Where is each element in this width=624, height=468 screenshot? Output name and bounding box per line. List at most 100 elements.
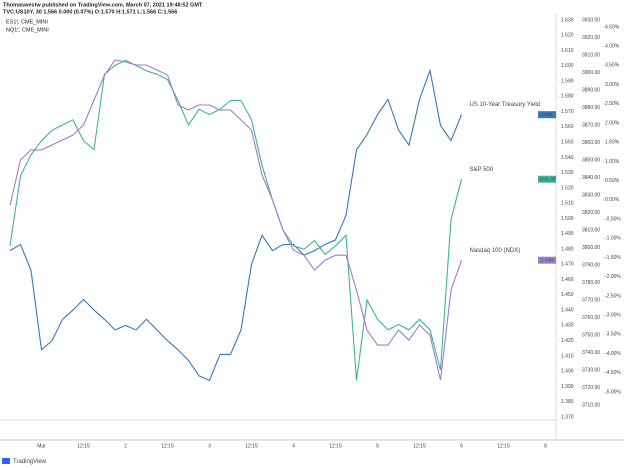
y-tick-label: 1.590 — [561, 78, 574, 84]
y-tick-label: 1.490 — [561, 231, 574, 237]
y-tick-label: 3880.00 — [582, 105, 600, 111]
y-tick-label: -4.00% — [605, 351, 621, 357]
last-value-box — [538, 175, 556, 183]
y-tick-label: 3860.00 — [582, 140, 600, 146]
y-tick-label: 1.00% — [605, 159, 620, 165]
x-tick-label: Mar — [37, 443, 46, 449]
y-tick-label: 1.500 — [561, 216, 574, 222]
y-tick-label: 1.580 — [561, 94, 574, 100]
x-tick-label: 4 — [292, 443, 295, 449]
y-tick-label: -4.50% — [605, 370, 621, 376]
y-tick-label: 1.420 — [561, 338, 574, 344]
x-tick-label: 12:15 — [497, 443, 510, 449]
y-tick-label: 1.570 — [561, 109, 574, 115]
series-line — [9, 59, 463, 381]
y-tick-label: 3810.00 — [582, 227, 600, 233]
y-tick-label: 3.50% — [605, 63, 620, 69]
y-tick-label: 0.00% — [605, 197, 620, 203]
y-tick-label: 1.510 — [561, 201, 574, 207]
x-tick-label: 12:15 — [77, 443, 90, 449]
y-tick-label: 1.480 — [561, 246, 574, 252]
y-tick-label: 1.520 — [561, 185, 574, 191]
y-tick-label: 1.620 — [561, 33, 574, 39]
y-tick-label: 3.00% — [605, 82, 620, 88]
y-tick-label: -3.50% — [605, 332, 621, 338]
y-tick-label: 1.600 — [561, 63, 574, 69]
last-value-label: 3841.00 — [539, 176, 556, 181]
y-tick-label: 3790.00 — [582, 262, 600, 268]
x-tick-label: 6 — [460, 443, 463, 449]
y-tick-label: -0.50% — [605, 216, 621, 222]
y-tick-label: 4.50% — [605, 24, 620, 30]
x-tick-label: 8 — [544, 443, 547, 449]
y-tick-label: 1.380 — [561, 399, 574, 405]
y-tick-label: 3900.00 — [582, 70, 600, 76]
y-tick-label: 1.460 — [561, 277, 574, 283]
y-tick-label: 1.470 — [561, 262, 574, 268]
y-tick-label: 1.440 — [561, 307, 574, 313]
last-value-box — [538, 111, 556, 119]
y-tick-label: -1.50% — [605, 255, 621, 261]
y-tick-label: 3720.00 — [582, 385, 600, 391]
y-tick-label: 1.450 — [561, 292, 574, 298]
y-tick-label: 1.630 — [561, 17, 574, 23]
y-tick-label: -5.00% — [605, 389, 621, 395]
y-tick-label: 3820.00 — [582, 210, 600, 216]
symbol-info: TVC:US10Y, 30 1.566 0.000 (0.07%) O:1.57… — [3, 9, 177, 15]
series-line — [9, 59, 463, 381]
x-tick-label: 5 — [376, 443, 379, 449]
x-tick-label: 3 — [208, 443, 211, 449]
last-value-box — [538, 256, 556, 264]
y-tick-label: 3750.00 — [582, 332, 600, 338]
series-line — [9, 68, 463, 382]
y-tick-label: 1.400 — [561, 369, 574, 375]
y-tick-label: 3800.00 — [582, 245, 600, 251]
y-tick-label: -2.50% — [605, 293, 621, 299]
logo — [2, 458, 10, 464]
y-tick-label: 1.390 — [561, 384, 574, 390]
y-tick-label: 3850.00 — [582, 157, 600, 163]
y-tick-label: 1.430 — [561, 323, 574, 329]
y-tick-label: 4.00% — [605, 44, 620, 50]
y-tick-label: 3930.00 — [582, 17, 600, 23]
y-tick-label: 1.370 — [561, 414, 574, 420]
y-tick-label: -3.00% — [605, 312, 621, 318]
x-tick-label: 12:15 — [329, 443, 342, 449]
y-tick-label: 3740.00 — [582, 350, 600, 356]
y-tick-label: 3910.00 — [582, 52, 600, 58]
y-tick-label: 1.410 — [561, 353, 574, 359]
y-tick-label: 1.560 — [561, 124, 574, 130]
y-tick-label: 3760.00 — [582, 315, 600, 321]
y-tick-label: -2.00% — [605, 274, 621, 280]
y-tick-label: 1.550 — [561, 139, 574, 145]
y-tick-label: 1.530 — [561, 170, 574, 176]
y-tick-label: 2.00% — [605, 120, 620, 126]
series-annotation: S&P 500 — [470, 167, 494, 173]
overlay: NQ1!, CME_MINI — [6, 27, 49, 33]
y-tick-label: 3920.00 — [582, 35, 600, 41]
series-annotation: Nasdaq 100 (NDX) — [470, 248, 521, 254]
footer: TradingView — [13, 459, 47, 465]
y-tick-label: 3710.00 — [582, 402, 600, 408]
x-tick-label: 12:15 — [161, 443, 174, 449]
y-tick-label: 1.610 — [561, 48, 574, 54]
y-tick-label: 2.50% — [605, 101, 620, 107]
y-tick-label: 3830.00 — [582, 192, 600, 198]
publisher: Thomaswestw published on TradingView.com… — [3, 2, 203, 8]
last-value-label: 1.566 — [541, 112, 553, 117]
y-tick-label: 3870.00 — [582, 122, 600, 128]
x-tick-label: 12:15 — [413, 443, 426, 449]
y-tick-label: 3890.00 — [582, 87, 600, 93]
overlay: ES1!, CME_MINI — [6, 19, 48, 25]
y-tick-label: 1.540 — [561, 155, 574, 161]
y-tick-label: 3770.00 — [582, 297, 600, 303]
y-tick-label: -1.00% — [605, 236, 621, 242]
last-value-label: -1.63% — [540, 257, 554, 262]
x-tick-label: 2 — [124, 443, 127, 449]
y-tick-label: 1.50% — [605, 140, 620, 146]
x-tick-label: 12:15 — [245, 443, 258, 449]
series-annotation: US 10-Year Treasury Yield — [470, 102, 540, 108]
y-tick-label: 3840.00 — [582, 175, 600, 181]
